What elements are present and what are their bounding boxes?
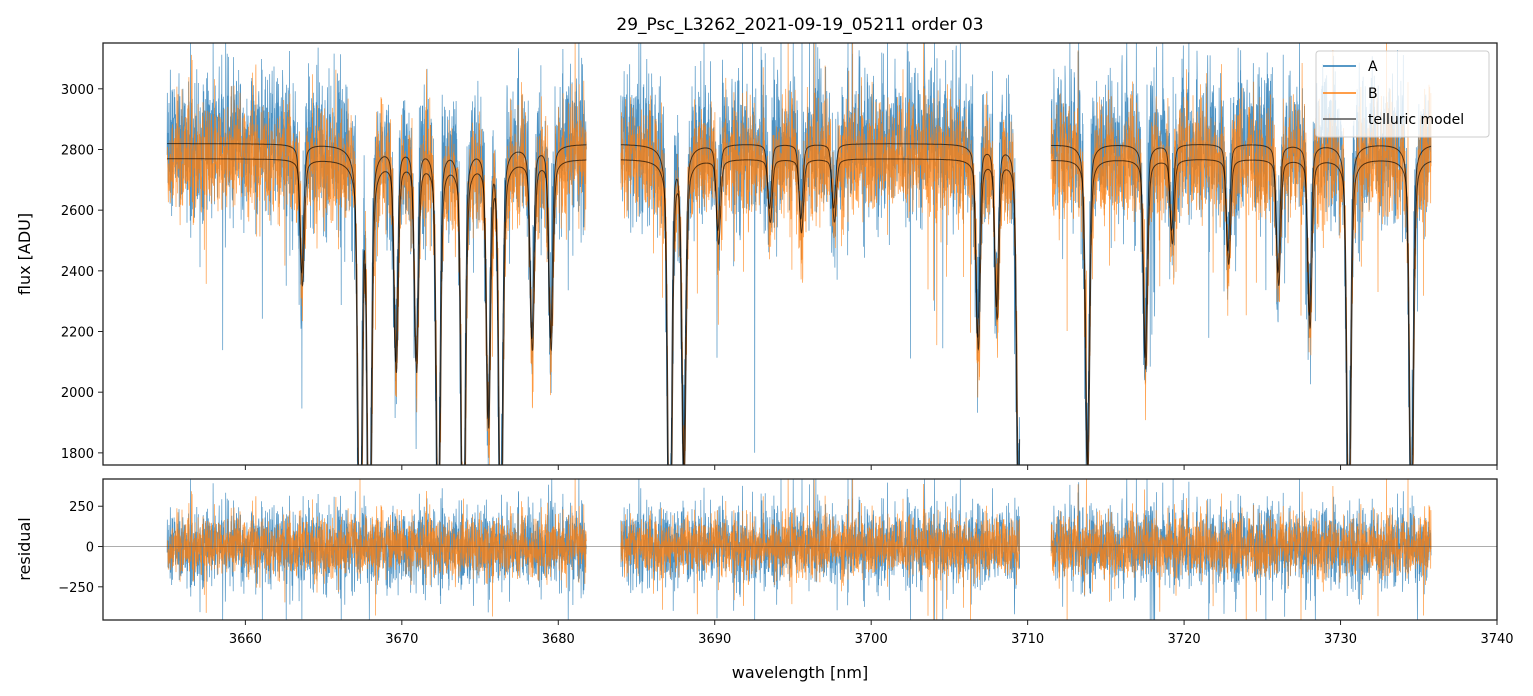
telluric-model-a-line [167, 143, 1432, 465]
x-axis-label: wavelength [nm] [732, 663, 869, 682]
x-tick-label: 3740 [1480, 632, 1513, 647]
legend-box [1315, 50, 1490, 138]
flux-axes-frame [102, 42, 1498, 466]
y-tick-label: 3000 [61, 83, 94, 98]
x-tick-label: 3690 [698, 632, 731, 647]
x-tick-label: 3660 [229, 632, 262, 647]
chart-title: 29_Psc_L3262_2021-09-19_05211 order 03 [616, 15, 983, 35]
residual-axes: −250 0 250 3660 3670 3680 3690 3700 3710 3720 3730… [58, 478, 1514, 647]
legend-label-a: A [1368, 59, 1378, 75]
legend-label-b: B [1368, 86, 1378, 102]
y-axis-label-flux: flux [ADU] [15, 213, 34, 295]
x-tick-label: 3670 [385, 632, 418, 647]
y-tick-label: 2000 [61, 386, 94, 401]
residual-series-group [103, 479, 1497, 620]
flux-axes: 1800 2000 2200 2400 2600 2800 3000 [61, 42, 1498, 470]
x-tick-label: 3710 [1011, 632, 1044, 647]
residual-axes-frame [102, 478, 1498, 621]
y-tick-label: 1800 [61, 447, 94, 462]
y-tick-label: 2200 [61, 326, 94, 341]
flux-series-group [166, 43, 1432, 465]
y-tick-label: 2600 [61, 204, 94, 219]
residual-b-line [166, 479, 1432, 620]
y-tick-label: 2800 [61, 143, 94, 158]
y-tick-label: 250 [69, 500, 94, 515]
legend-label-telluric: telluric model [1368, 112, 1464, 128]
x-tick-label: 3720 [1168, 632, 1201, 647]
y-tick-label: 0 [86, 541, 94, 556]
y-tick-label: 2400 [61, 265, 94, 280]
telluric-model-b-line [167, 158, 1432, 465]
x-tick-label: 3730 [1324, 632, 1357, 647]
x-tick-label: 3700 [855, 632, 888, 647]
legend: A B telluric model [1315, 50, 1490, 138]
y-axis-label-residual: residual [15, 517, 34, 580]
x-tick-label: 3680 [542, 632, 575, 647]
y-tick-label: −250 [58, 581, 94, 596]
